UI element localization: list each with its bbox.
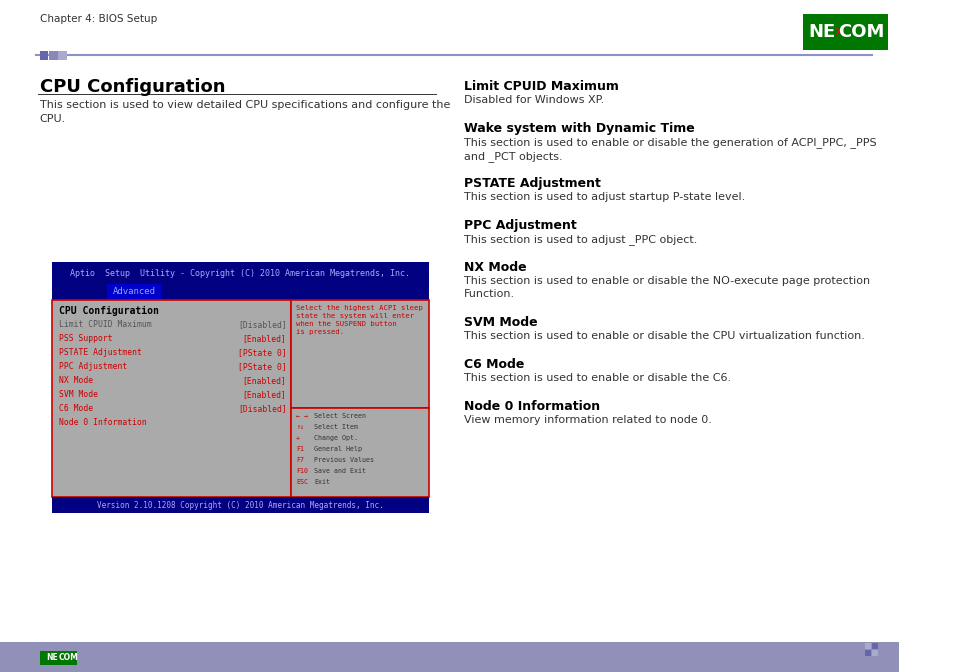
Text: Node 0 Information: Node 0 Information: [463, 400, 599, 413]
Bar: [58, 51, 67, 60]
Text: F7: F7: [295, 457, 304, 463]
Text: Limit CPUID Maximum: Limit CPUID Maximum: [463, 80, 618, 93]
Text: NDiS 127 User Manual: NDiS 127 User Manual: [756, 659, 857, 668]
Text: Previous Values: Previous Values: [314, 457, 374, 463]
Bar: [864, 643, 870, 649]
Text: CPU Configuration: CPU Configuration: [40, 78, 225, 96]
Text: PPC Adjustment: PPC Adjustment: [463, 219, 576, 232]
Text: F1: F1: [295, 446, 304, 452]
Bar: [107, 284, 161, 300]
Text: ✕: ✕: [57, 655, 62, 661]
Text: Chapter 4: BIOS Setup: Chapter 4: BIOS Setup: [40, 14, 156, 24]
Text: This section is used to adjust startup P-state level.: This section is used to adjust startup P…: [463, 192, 744, 202]
Bar: [51, 300, 291, 497]
Text: PPC Adjustment: PPC Adjustment: [59, 362, 128, 371]
Text: +: +: [295, 435, 300, 441]
Bar: [864, 650, 870, 656]
Text: ↑↓: ↑↓: [295, 424, 304, 430]
Bar: [871, 643, 877, 649]
Text: [Disabled]: [Disabled]: [237, 320, 286, 329]
Text: Copyright © 2012 NEXCOM International Co., Ltd. All Rights Reserved.: Copyright © 2012 NEXCOM International Co…: [85, 659, 403, 668]
Text: SVM Mode: SVM Mode: [463, 316, 537, 329]
Text: [PState 0]: [PState 0]: [237, 348, 286, 357]
Text: NX Mode: NX Mode: [59, 376, 93, 385]
Bar: [49, 51, 57, 60]
Text: PSS Support: PSS Support: [59, 334, 112, 343]
Text: PSTATE Adjustment: PSTATE Adjustment: [463, 177, 600, 190]
Text: SVM Mode: SVM Mode: [59, 390, 98, 399]
Text: This section is used to view detailed CPU specifications and configure the
CPU.: This section is used to view detailed CP…: [40, 100, 450, 124]
Text: [Enabled]: [Enabled]: [242, 376, 286, 385]
Text: [Disabled]: [Disabled]: [237, 404, 286, 413]
Text: [Enabled]: [Enabled]: [242, 334, 286, 343]
Text: 28: 28: [440, 650, 458, 663]
Text: Limit CPUID Maximum: Limit CPUID Maximum: [59, 320, 152, 329]
Text: [PState 0]: [PState 0]: [237, 362, 286, 371]
Text: Aptio  Setup  Utility - Copyright (C) 2010 American Megatrends, Inc.: Aptio Setup Utility - Copyright (C) 2010…: [71, 269, 410, 278]
Text: [Enabled]: [Enabled]: [242, 390, 286, 399]
Text: COM: COM: [59, 653, 79, 663]
Text: Save and Exit: Save and Exit: [314, 468, 366, 474]
Text: Advanced: Advanced: [112, 288, 155, 296]
Text: Node 0 Information: Node 0 Information: [59, 418, 147, 427]
Text: NE: NE: [46, 653, 58, 663]
Text: Wake system with Dynamic Time: Wake system with Dynamic Time: [463, 122, 694, 135]
Bar: [0, 642, 899, 672]
Text: Change Opt.: Change Opt.: [314, 435, 357, 441]
Bar: [40, 651, 77, 665]
Text: General Help: General Help: [314, 446, 361, 452]
Bar: [871, 650, 877, 656]
Text: ESC: ESC: [295, 479, 308, 485]
Text: Select the highest ACPI sleep
state the system will enter
when the SUSPEND butto: Select the highest ACPI sleep state the …: [295, 305, 422, 335]
Bar: [291, 300, 429, 408]
Bar: [40, 51, 48, 60]
Bar: [51, 262, 429, 284]
Bar: [51, 497, 429, 513]
Text: This section is used to enable or disable the generation of ACPI_PPC, _PPS
and _: This section is used to enable or disabl…: [463, 137, 876, 162]
Text: Select Item: Select Item: [314, 424, 357, 430]
Text: NX Mode: NX Mode: [463, 261, 526, 274]
Text: PSTATE Adjustment: PSTATE Adjustment: [59, 348, 142, 357]
Text: Select Screen: Select Screen: [314, 413, 366, 419]
Text: Disabled for Windows XP.: Disabled for Windows XP.: [463, 95, 603, 105]
Bar: [802, 14, 887, 50]
Text: This section is used to enable or disable the CPU virtualization function.: This section is used to enable or disabl…: [463, 331, 863, 341]
Text: C6 Mode: C6 Mode: [59, 404, 93, 413]
Bar: [51, 284, 429, 300]
Text: ✕: ✕: [832, 25, 844, 39]
Text: COM: COM: [838, 23, 884, 41]
Text: View memory information related to node 0.: View memory information related to node …: [463, 415, 711, 425]
Text: Version 2.10.1208 Copyright (C) 2010 American Megatrends, Inc.: Version 2.10.1208 Copyright (C) 2010 Ame…: [97, 501, 383, 509]
Text: NE: NE: [807, 23, 835, 41]
Text: CPU Configuration: CPU Configuration: [59, 306, 159, 316]
Text: C6 Mode: C6 Mode: [463, 358, 524, 371]
Text: Exit: Exit: [314, 479, 330, 485]
Text: This section is used to enable or disable the C6.: This section is used to enable or disabl…: [463, 373, 730, 383]
Text: ← →: ← →: [295, 413, 308, 419]
Text: This section is used to enable or disable the NO-execute page protection
Functio: This section is used to enable or disabl…: [463, 276, 869, 299]
Text: This section is used to adjust _PPC object.: This section is used to adjust _PPC obje…: [463, 234, 697, 245]
Bar: [51, 300, 429, 497]
Text: F10: F10: [295, 468, 308, 474]
Bar: [291, 408, 429, 497]
